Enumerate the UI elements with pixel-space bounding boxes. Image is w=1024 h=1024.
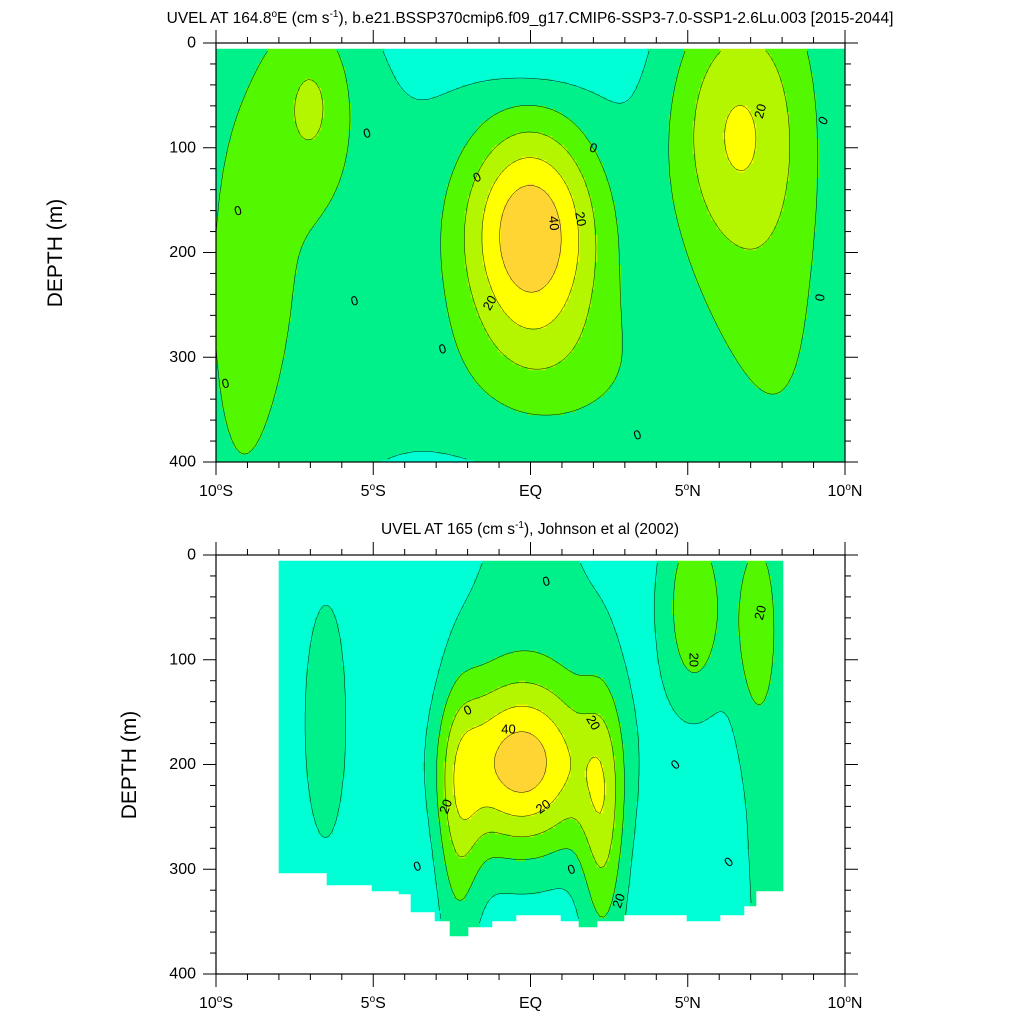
contour-label: 20 — [479, 293, 499, 313]
x-tick-label: 5oN — [675, 482, 701, 500]
y-tick-label: 300 — [169, 861, 196, 878]
panel-title-observed: UVEL AT 165 (cm s-1), Johnson et al (200… — [381, 520, 679, 538]
contour-label: 0 — [220, 375, 231, 391]
contour-label: 0 — [631, 427, 643, 444]
y-tick-label: 200 — [169, 756, 196, 773]
x-tick-label: 10oS — [199, 994, 233, 1012]
x-tick-label: 5oN — [675, 994, 701, 1012]
x-tick-label: 10oS — [199, 482, 233, 500]
panel-model: UVEL AT 164.8oE (cm s-1), b.e21.BSSP370c… — [44, 9, 893, 500]
contour-line — [304, 562, 752, 924]
x-tick-label: 5oS — [361, 994, 386, 1012]
y-axis-label-model: DEPTH (m) — [44, 199, 67, 308]
y-tick-label: 400 — [169, 966, 196, 983]
y-tick-label: 400 — [169, 454, 196, 471]
y-tick-label: 100 — [169, 651, 196, 668]
contour-label: 20 — [751, 102, 769, 120]
y-axis-label-observed: DEPTH (m) — [118, 711, 141, 820]
contour-line — [481, 105, 757, 330]
contour-label: 20 — [751, 604, 769, 622]
contour-lines-model — [216, 50, 819, 460]
contour-label: 0 — [362, 125, 373, 141]
contour-label: 20 — [687, 653, 702, 667]
panel-title-model: UVEL AT 164.8oE (cm s-1), b.e21.BSSP370c… — [167, 9, 894, 27]
x-axis-observed: 10oS 5oS EQ 5oN 10oN — [199, 542, 862, 1012]
contour-fills-observed — [278, 560, 784, 937]
contour-label: 0 — [233, 202, 244, 218]
y-tick-label: 200 — [169, 244, 196, 261]
contour-fills-model — [216, 48, 845, 462]
y-tick-label: 100 — [169, 139, 196, 156]
x-tick-label: 10oN — [828, 482, 863, 500]
contour-label: 40 — [501, 721, 515, 736]
x-tick-label: 5oS — [361, 482, 386, 500]
contour-label: 0 — [812, 293, 828, 303]
contour-line — [294, 50, 790, 370]
contour-line — [453, 705, 605, 821]
contour-label: 20 — [572, 211, 589, 228]
contour-label: 0 — [437, 341, 448, 357]
y-tick-label: 300 — [169, 349, 196, 366]
panel-observed: UVEL AT 165 (cm s-1), Johnson et al (200… — [118, 520, 862, 1012]
contour-label: 0 — [541, 573, 552, 589]
contour-label: 40 — [546, 215, 562, 231]
x-axis-model: 10oS 5oS EQ 5oN 10oN — [199, 30, 862, 500]
contour-label: 0 — [411, 858, 423, 875]
x-tick-label: EQ — [519, 483, 542, 500]
x-tick-label: 10oN — [828, 994, 863, 1012]
contour-line — [444, 682, 616, 868]
contour-label: 20 — [436, 797, 455, 816]
contour-label: 20 — [583, 713, 603, 733]
contour-label: 0 — [565, 861, 577, 878]
contour-label: 20 — [609, 891, 628, 910]
contour-line — [216, 50, 819, 455]
contour-line — [382, 50, 650, 460]
contour-line — [436, 562, 775, 918]
y-tick-label: 0 — [187, 35, 196, 52]
contour-label: 0 — [349, 293, 360, 309]
contour-label: 0 — [587, 140, 599, 157]
x-tick-label: EQ — [519, 995, 542, 1012]
contour-line — [499, 185, 562, 293]
contour-lines-observed — [304, 562, 775, 924]
contour-label: 20 — [533, 796, 553, 817]
contour-line — [493, 731, 547, 793]
y-tick-label: 0 — [187, 547, 196, 564]
